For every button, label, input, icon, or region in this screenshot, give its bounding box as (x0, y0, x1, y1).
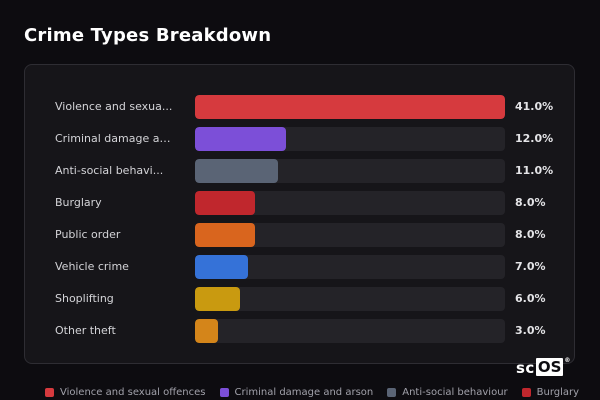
legend-label: Criminal damage and arson (234, 387, 374, 398)
value-label: 11.0% (515, 164, 554, 177)
legend-label: Violence and sexual offences (60, 387, 206, 398)
bar (195, 95, 505, 119)
bar-track (195, 159, 505, 183)
category-label: Criminal damage an... (55, 132, 175, 145)
brand-logo-text: sc (516, 359, 535, 377)
bar-row: Public order 8.0% (25, 223, 574, 247)
bar-row: Violence and sexua... 41.0% (25, 95, 574, 119)
brand-logo: sc OS ® (516, 357, 571, 378)
legend-label: Burglary (536, 387, 580, 398)
brand-logo-box: OS (535, 358, 564, 376)
bar (195, 191, 255, 215)
registered-mark: ® (564, 357, 571, 364)
bar-row: Burglary 8.0% (25, 191, 574, 215)
legend-item: Burglary (521, 387, 580, 398)
chart-card: Violence and sexua... 41.0% Criminal damag… (24, 64, 575, 364)
bar-track (195, 95, 505, 119)
legend-item: Criminal damage and arson (219, 387, 374, 398)
value-label: 7.0% (515, 260, 546, 273)
bar-row: Criminal damage an... 12.0% (25, 127, 574, 151)
bar (195, 159, 278, 183)
page-title: Crime Types Breakdown (24, 25, 272, 46)
bar (195, 319, 218, 343)
chart-legend: Violence and sexual offences Criminal dam… (45, 387, 593, 398)
value-label: 8.0% (515, 228, 546, 241)
category-label: Violence and sexua... (55, 100, 173, 113)
value-label: 41.0% (515, 100, 554, 113)
category-label: Burglary (55, 196, 102, 209)
bar-row: Other theft 3.0% (25, 319, 574, 343)
value-label: 6.0% (515, 292, 546, 305)
bar-track (195, 127, 505, 151)
bar-row: Vehicle crime 7.0% (25, 255, 574, 279)
bar-track (195, 191, 505, 215)
bar-row: Shoplifting 6.0% (25, 287, 574, 311)
category-label: Public order (55, 228, 121, 241)
legend-swatch (521, 388, 531, 397)
bar-track (195, 223, 505, 247)
bar-track (195, 319, 505, 343)
legend-swatch (387, 388, 397, 397)
category-label: Anti-social behavi... (55, 164, 164, 177)
bar (195, 223, 255, 247)
bar-track (195, 287, 505, 311)
value-label: 12.0% (515, 132, 554, 145)
category-label: Other theft (55, 324, 116, 337)
bar (195, 127, 286, 151)
bar-track (195, 255, 505, 279)
bar-row: Anti-social behavi... 11.0% (25, 159, 574, 183)
value-label: 8.0% (515, 196, 546, 209)
bar (195, 255, 248, 279)
category-label: Vehicle crime (55, 260, 129, 273)
value-label: 3.0% (515, 324, 546, 337)
legend-item: Anti-social behaviour (387, 387, 508, 398)
legend-swatch (219, 388, 229, 397)
legend-label: Anti-social behaviour (402, 387, 508, 398)
category-label: Shoplifting (55, 292, 114, 305)
bar (195, 287, 240, 311)
legend-item: Violence and sexual offences (45, 387, 206, 398)
legend-swatch (45, 388, 54, 397)
